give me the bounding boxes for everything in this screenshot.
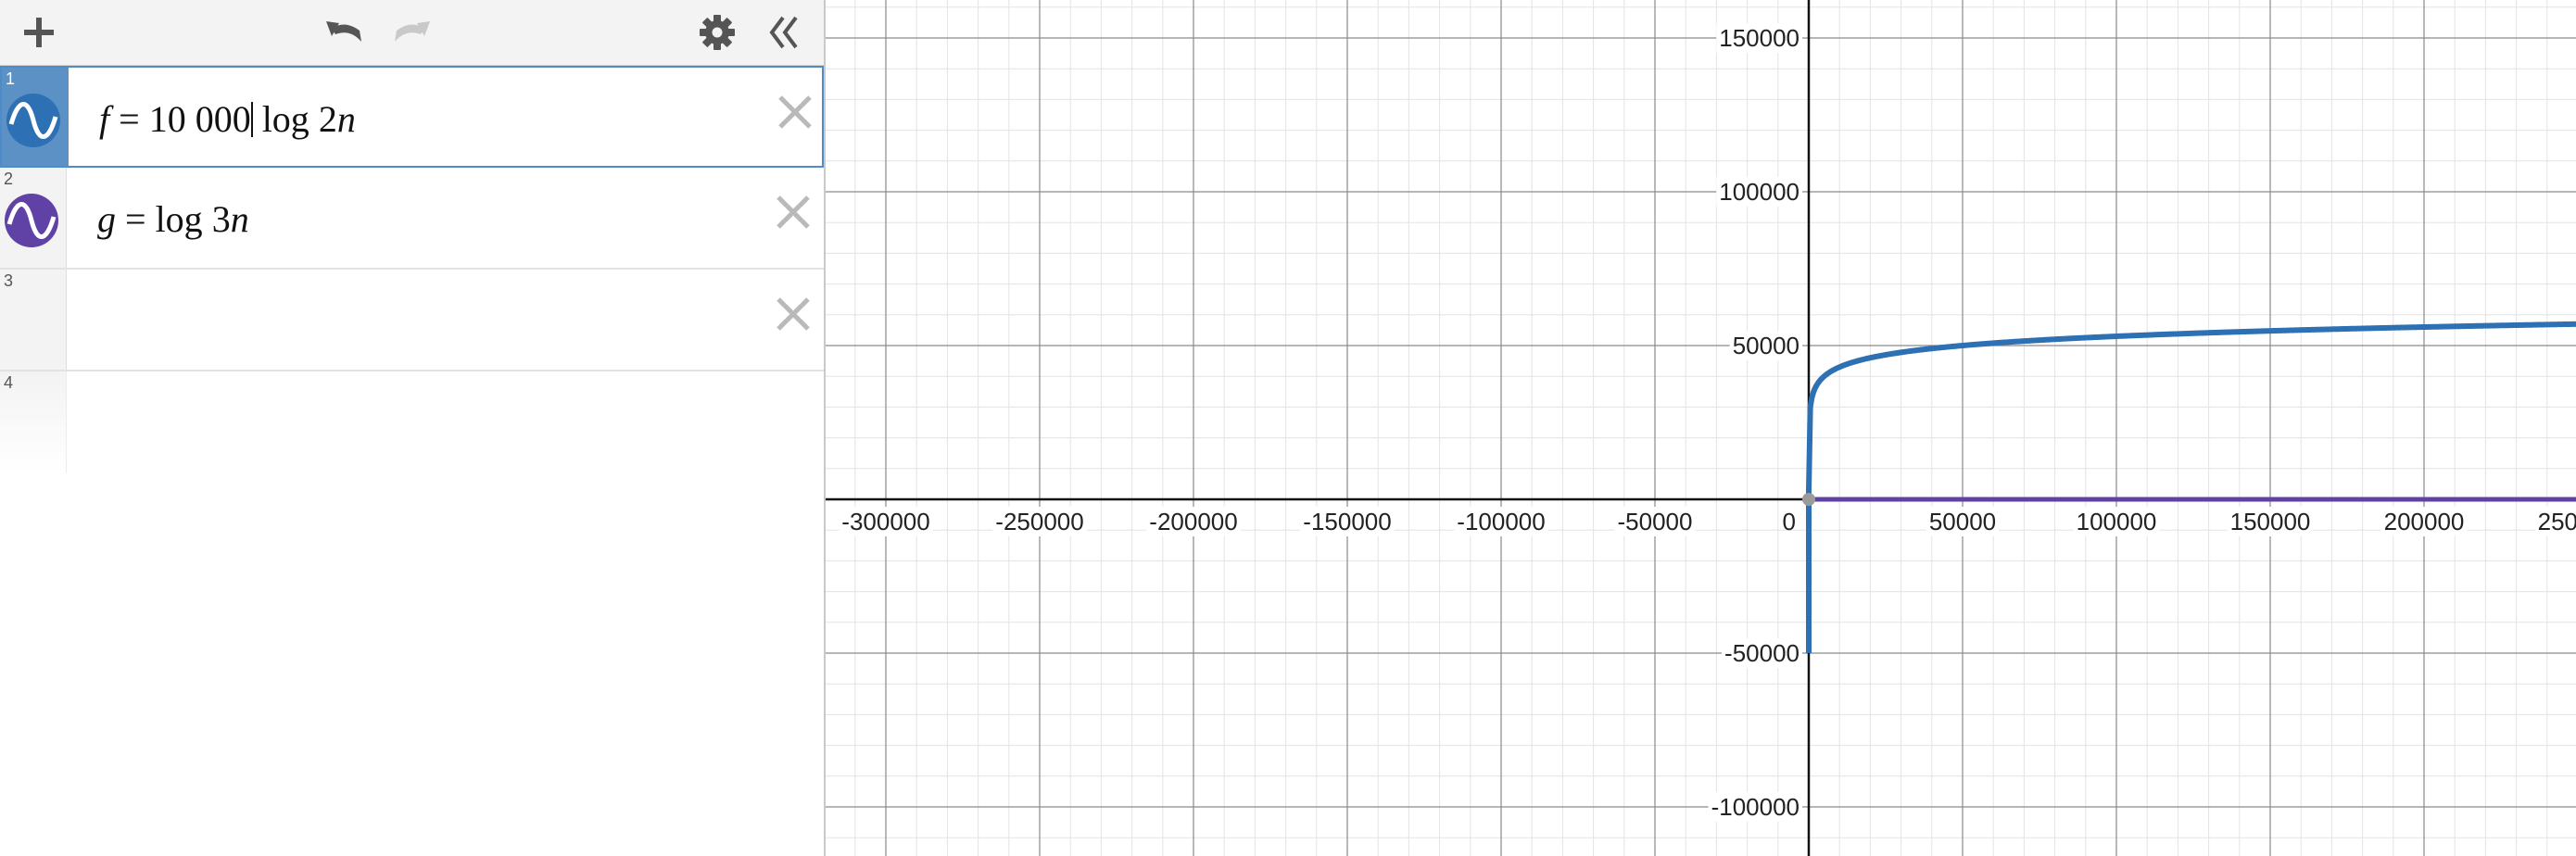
expression-gutter: 2	[0, 168, 67, 268]
tick-label-background	[2534, 507, 2576, 536]
tick-label-background	[1926, 507, 2000, 536]
delete-expression-1-icon[interactable]	[775, 92, 815, 132]
expression-lhs: f	[99, 98, 110, 140]
expression-number: 1	[6, 69, 16, 88]
tick-label-background	[1716, 23, 1802, 53]
tick-label-background	[839, 507, 933, 536]
minor-gridlines	[826, 0, 2576, 856]
delete-expression-2-icon[interactable]	[773, 192, 814, 233]
gear-icon	[700, 15, 735, 50]
expression-item-3[interactable]: 3	[0, 270, 824, 371]
equals-sign: =	[116, 198, 156, 240]
expression-coefficient: 10 000	[148, 98, 251, 140]
curve-f[interactable]	[1806, 321, 2576, 656]
x-tick-label: 0	[1783, 508, 1796, 535]
y-tick-label: -100000	[1711, 793, 1799, 821]
expression-item-1[interactable]: 1 f = 10 000 log 2n	[0, 66, 824, 168]
tick-labels: -300000 -250000 -200000 -150000 -100000 -5000…	[839, 23, 2576, 822]
expression-function: log	[155, 198, 212, 240]
expression-lhs: g	[97, 198, 116, 240]
x-tick-label: 250000	[2538, 508, 2576, 535]
x-tick-label: -250000	[995, 508, 1083, 535]
x-tick-label: -200000	[1149, 508, 1237, 535]
settings-button[interactable]	[689, 5, 745, 60]
expression-variable: n	[336, 98, 356, 140]
tick-label-background	[1146, 507, 1241, 536]
text-cursor	[250, 102, 253, 137]
tick-label-background	[1729, 331, 1802, 360]
expression-item-4[interactable]: 4	[0, 371, 824, 473]
x-tick-label: 50000	[1929, 508, 1996, 535]
major-gridlines	[826, 0, 2576, 856]
tick-label-background	[1716, 177, 1802, 207]
expression-variable: n	[230, 198, 249, 240]
plus-icon	[24, 18, 54, 47]
plotted-curves	[1802, 321, 2576, 656]
tick-label-background	[1300, 507, 1395, 536]
expression-item-2[interactable]: 2 g = log 3n	[0, 168, 824, 270]
x-tick-label: 150000	[2230, 508, 2311, 535]
x-tick-label: -300000	[841, 508, 929, 535]
delete-expression-3-icon[interactable]	[773, 294, 814, 334]
redo-icon	[395, 21, 430, 42]
expression-list-panel: 1 f = 10 000 log 2n 2 g = log 3n 3	[0, 0, 826, 856]
wave-icon[interactable]	[4, 193, 59, 248]
expression-number: 4	[4, 373, 14, 392]
undo-button[interactable]	[317, 5, 373, 60]
expression-math-g[interactable]: g = log 3n	[97, 197, 249, 241]
y-tick-label: 150000	[1719, 24, 1799, 52]
graph-canvas[interactable]: -300000 -250000 -200000 -150000 -100000 -5000…	[826, 0, 2576, 856]
collapse-list-button[interactable]	[755, 5, 811, 60]
expression-gutter: 1	[2, 68, 69, 166]
expression-argument: 3	[211, 198, 231, 240]
expression-argument: 2	[318, 98, 337, 140]
x-tick-label: 200000	[2384, 508, 2465, 535]
undo-icon	[326, 21, 361, 42]
expression-gutter: 3	[0, 270, 67, 370]
expression-math-f[interactable]: f = 10 000 log 2n	[99, 97, 356, 141]
tick-label-background	[2380, 507, 2468, 536]
x-tick-label: -50000	[1618, 508, 1693, 535]
expression-number: 2	[4, 170, 14, 188]
expression-number: 3	[4, 271, 14, 290]
redo-button[interactable]	[384, 5, 439, 60]
x-tick-label: -150000	[1303, 508, 1391, 535]
wave-icon[interactable]	[6, 93, 61, 148]
tick-label-background	[2227, 507, 2314, 536]
expression-gutter: 4	[0, 371, 67, 473]
y-tick-label: 100000	[1719, 178, 1799, 206]
add-item-button[interactable]	[11, 5, 67, 60]
expression-toolbar	[0, 0, 824, 66]
tick-label-background	[1708, 792, 1802, 822]
axes	[826, 0, 2576, 856]
x-tick-label: -100000	[1457, 508, 1545, 535]
tick-label-background	[1722, 638, 1802, 668]
y-tick-label: 50000	[1733, 332, 1799, 359]
equals-sign: =	[109, 98, 149, 140]
double-chevron-left-icon	[769, 16, 798, 49]
tick-label-background	[1614, 507, 1696, 536]
tick-label-background	[992, 507, 1087, 536]
expression-function: log	[252, 98, 319, 140]
tick-label-background	[1454, 507, 1548, 536]
x-tick-label: 100000	[2077, 508, 2157, 535]
origin-point[interactable]	[1802, 493, 1815, 506]
y-tick-label: -50000	[1724, 639, 1799, 667]
tick-label-background	[2073, 507, 2160, 536]
